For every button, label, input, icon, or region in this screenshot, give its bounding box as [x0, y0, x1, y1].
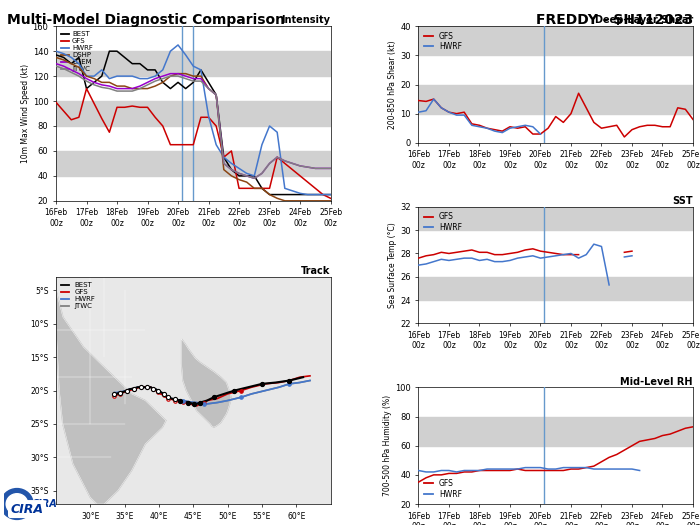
Bar [56, 101, 330, 126]
Bar [419, 26, 693, 55]
Text: Deep-Layer Shear: Deep-Layer Shear [595, 15, 693, 26]
Legend: GFS, HWRF: GFS, HWRF [422, 211, 463, 233]
Y-axis label: 200-850 hPa Shear (kt): 200-850 hPa Shear (kt) [389, 40, 398, 129]
Circle shape [1, 489, 33, 519]
Text: FREDDY - SH112023: FREDDY - SH112023 [536, 13, 693, 27]
Legend: BEST, GFS, HWRF, JTWC: BEST, GFS, HWRF, JTWC [60, 280, 97, 310]
Polygon shape [56, 277, 166, 504]
Text: Intensity: Intensity [281, 15, 330, 26]
Text: CIRA: CIRA [10, 502, 43, 516]
Bar [419, 207, 693, 230]
Bar [56, 51, 330, 76]
Text: Mid-Level RH: Mid-Level RH [620, 377, 693, 387]
Legend: GFS, HWRF: GFS, HWRF [422, 30, 463, 52]
Circle shape [6, 494, 28, 514]
Bar [419, 417, 693, 446]
Text: CIRA: CIRA [32, 499, 57, 509]
Text: Track: Track [301, 266, 330, 276]
Bar [56, 151, 330, 176]
Bar [419, 85, 693, 113]
Text: Multi-Model Diagnostic Comparison: Multi-Model Diagnostic Comparison [7, 13, 285, 27]
Legend: GFS, HWRF: GFS, HWRF [422, 478, 463, 500]
Y-axis label: Sea Surface Temp (°C): Sea Surface Temp (°C) [389, 222, 398, 308]
Legend: BEST, GFS, HWRF, DSHP, LGEM, JTWC: BEST, GFS, HWRF, DSHP, LGEM, JTWC [60, 30, 94, 74]
Text: SST: SST [673, 196, 693, 206]
Polygon shape [181, 339, 231, 427]
Y-axis label: 700-500 hPa Humidity (%): 700-500 hPa Humidity (%) [384, 395, 392, 496]
Bar [419, 277, 693, 300]
Y-axis label: 10m Max Wind Speed (kt): 10m Max Wind Speed (kt) [21, 64, 29, 163]
